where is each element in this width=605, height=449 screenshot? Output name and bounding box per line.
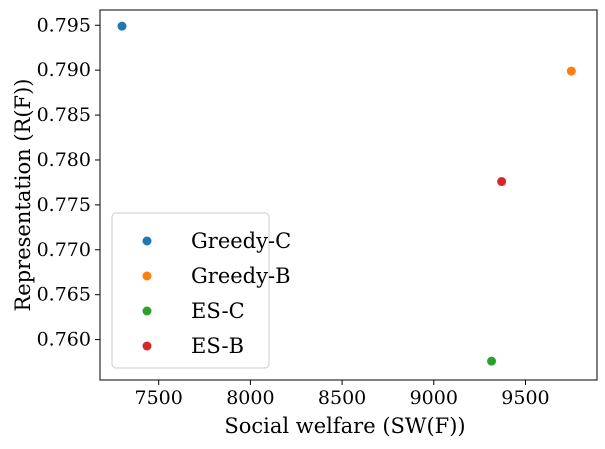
legend-label-es-b: ES-B (191, 334, 244, 358)
legend-label-es-c: ES-C (191, 299, 245, 323)
point-greedy-c (117, 21, 127, 31)
y-tick-label: 0.780 (37, 149, 91, 171)
y-tick-label: 0.760 (37, 329, 91, 351)
legend-marker-greedy-c (142, 236, 152, 246)
legend-frame (111, 212, 270, 369)
y-tick-label: 0.785 (37, 104, 91, 126)
legend: Greedy-C Greedy-B ES-C ES-B (111, 212, 291, 369)
y-tick-label: 0.790 (37, 59, 91, 81)
point-es-b (497, 177, 507, 187)
legend-label-greedy-b: Greedy-B (191, 264, 291, 288)
y-tick-label: 0.775 (37, 194, 91, 216)
points-layer (117, 21, 576, 366)
x-tick-label: 8000 (226, 387, 274, 409)
plot-frame (99, 9, 598, 381)
x-axis-label: Social welfare (SW(F)) (224, 414, 465, 438)
x-tick-label: 9500 (501, 387, 549, 409)
legend-marker-es-b (142, 341, 152, 351)
x-tick-label: 7500 (135, 387, 183, 409)
ticks-layer: 7500 8000 8500 9000 9500 0.760 0.765 0.770 0.775… (37, 14, 550, 409)
legend-marker-es-c (142, 306, 152, 316)
x-tick-label: 9000 (410, 387, 458, 409)
point-es-c (487, 356, 497, 366)
legend-marker-greedy-b (142, 271, 152, 281)
y-tick-label: 0.765 (37, 284, 91, 306)
legend-label-greedy-c: Greedy-C (191, 229, 291, 253)
point-greedy-b (566, 66, 576, 76)
y-axis-label: Representation (R(F)) (11, 79, 35, 312)
y-tick-label: 0.770 (37, 239, 91, 261)
y-tick-label: 0.795 (37, 14, 91, 36)
x-tick-label: 8500 (318, 387, 366, 409)
legend-entries: Greedy-C Greedy-B ES-C ES-B (142, 229, 291, 358)
